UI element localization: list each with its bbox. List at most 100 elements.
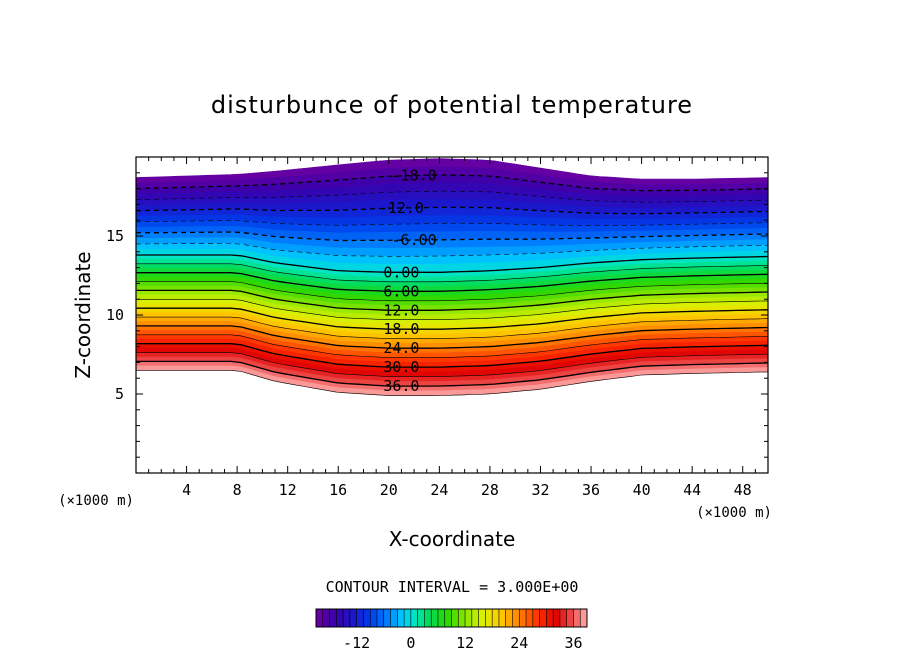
contour-line [136, 281, 768, 302]
contour-line [136, 220, 768, 226]
contour-label: 12.0 [383, 301, 419, 319]
colorbar-cell [532, 609, 540, 627]
colorbar-cell [546, 609, 554, 627]
colorbar-cell [478, 609, 486, 627]
contour-label: 0.00 [383, 263, 419, 281]
contour-label: -6.00 [392, 231, 437, 249]
colorbar-cell [458, 609, 466, 627]
colorbar-tick-label: 36 [564, 634, 582, 652]
colorbar-cell [322, 609, 330, 627]
contour-line [136, 334, 768, 359]
x-tick-label: 32 [531, 481, 549, 499]
contour-label: 18.0 [383, 320, 419, 338]
colorbar-cell [356, 609, 364, 627]
colorbar-frame [315, 608, 588, 628]
contour-line [136, 369, 768, 396]
x-tick-label: 40 [633, 481, 651, 499]
colorbar-cell [404, 609, 412, 627]
contour-label: -18.0 [392, 167, 437, 185]
colorbar-tick-label: 0 [406, 634, 415, 652]
contour-label: 36.0 [383, 377, 419, 395]
contour-line [136, 343, 768, 368]
contour-line [136, 352, 768, 377]
colorbar-cell [370, 609, 378, 627]
colorbar-cell [526, 609, 534, 627]
colorbar-cell [363, 609, 371, 627]
x-tick-label: 44 [683, 481, 701, 499]
colorbar-cell [505, 609, 513, 627]
contour-line [136, 174, 768, 192]
colorbar-cell [566, 609, 574, 627]
contour-line [136, 254, 768, 273]
colorbar-cell [451, 609, 459, 627]
contour-label: -12.0 [379, 199, 424, 217]
y-tick-label: 10 [106, 306, 124, 324]
contour-lines [136, 174, 768, 396]
contour-line [136, 298, 768, 321]
colorbar-cell [390, 609, 398, 627]
x-tick-label: 12 [279, 481, 297, 499]
colorbar-cell [539, 609, 547, 627]
y-tick-label: 5 [115, 385, 124, 403]
contour-label: 6.00 [383, 282, 419, 300]
colorbar-cell [376, 609, 385, 627]
contour-label: 30.0 [383, 358, 419, 376]
contour-line [136, 325, 768, 349]
colorbar-cell [316, 609, 324, 627]
colorbar-cell [519, 609, 527, 627]
colorbar-cell [444, 609, 452, 627]
x-tick-label: 24 [430, 481, 448, 499]
colorbar-cell [343, 609, 351, 627]
colorbar-cell [336, 609, 344, 627]
contour-line [136, 206, 768, 215]
y-axis-label: Z-coordinate [71, 251, 95, 378]
colorbar-cell [437, 609, 446, 627]
colorbar-tick-label: 24 [510, 634, 528, 652]
contour-label: 24.0 [383, 339, 419, 357]
colorbar-cell [471, 609, 480, 627]
chart-title: disturbunce of potential temperature [211, 91, 693, 119]
colorbar-cell [512, 609, 520, 627]
x-axis-unit: (×1000 m) [696, 505, 772, 521]
colorbar-cell [580, 609, 588, 627]
colorbar-cell [485, 609, 493, 627]
colorbar-cell [492, 609, 500, 627]
x-tick-label: 8 [233, 481, 242, 499]
contour-line [136, 263, 768, 283]
contour-line [136, 243, 768, 257]
x-tick-label: 4 [182, 481, 191, 499]
colorbar-cell [417, 609, 425, 627]
x-axis-label: X-coordinate [389, 527, 516, 551]
colorbar-cell [329, 609, 337, 627]
colorbar-cell [553, 609, 561, 627]
colorbar-cell [383, 609, 391, 627]
x-tick-label: 48 [734, 481, 752, 499]
contour-line [136, 316, 768, 340]
colorbar-cell [424, 609, 432, 627]
colorbar-cell [397, 609, 405, 627]
x-tick-label: 28 [481, 481, 499, 499]
contour-line [136, 360, 768, 387]
contour-line [136, 190, 768, 203]
colorbar-tick-label: -12 [343, 634, 370, 652]
contour-line [136, 289, 768, 311]
y-axis-unit: (×1000 m) [58, 493, 134, 509]
colorbar: -12 0 12 24 36 [315, 608, 588, 652]
colorbar-tick-label: 12 [456, 634, 474, 652]
y-tick-label: 15 [106, 227, 124, 245]
contour-labels: -18.0 -12.0 -6.00 0.006.0012.018.024.030.03… [379, 167, 437, 396]
colorbar-cell [559, 609, 568, 627]
colorbar-cell [410, 609, 419, 627]
x-tick-label: 36 [582, 481, 600, 499]
colorbar-cell [349, 609, 358, 627]
contour-interval-text: CONTOUR INTERVAL = 3.000E+00 [326, 578, 579, 596]
colorbar-cell [498, 609, 507, 627]
colorbar-cell [465, 609, 473, 627]
x-tick-label: 20 [380, 481, 398, 499]
contour-line [136, 307, 768, 330]
colorbar-cell [431, 609, 439, 627]
x-tick-label: 16 [329, 481, 347, 499]
contour-line [136, 272, 768, 292]
